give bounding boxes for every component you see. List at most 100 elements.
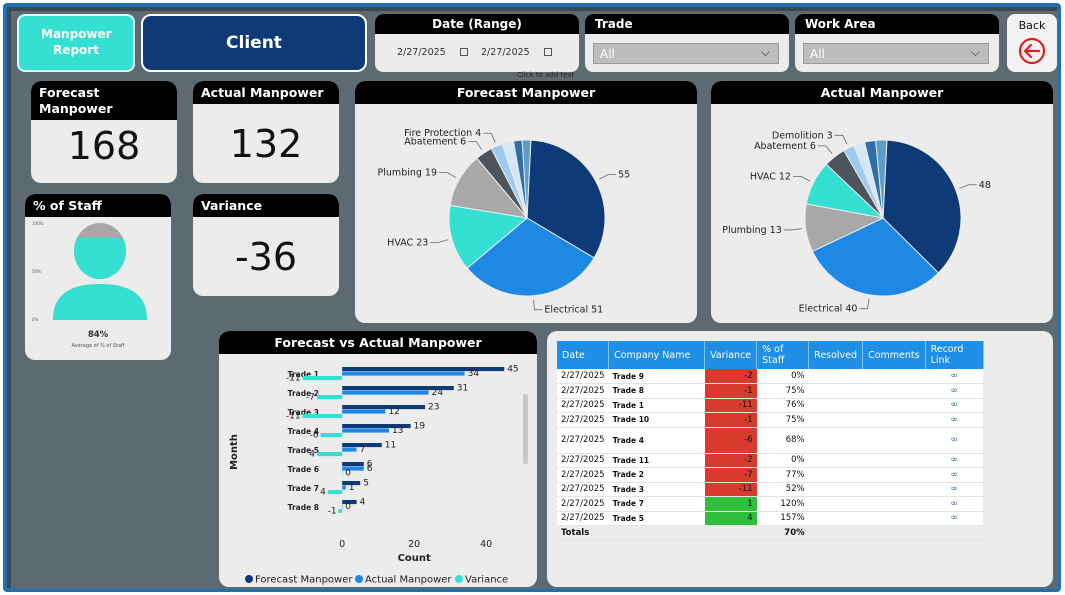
table-row[interactable]: 2/27/2025 Trade 10 -1 75% ∞ [557,412,984,428]
bar-variance[interactable] [342,471,343,476]
actual-leader-line [783,228,802,231]
bar-variance[interactable] [327,490,343,495]
bar-forecast-manpower[interactable] [342,367,505,372]
calendar-icon[interactable] [543,48,552,56]
cell-resolved [808,496,863,512]
link-icon[interactable]: ∞ [925,511,984,526]
actual-slice[interactable] [882,139,962,274]
forecast-vs-actual-card: Forecast vs Actual Manpower Trade 1 45 34-… [219,331,537,587]
cell-date: 2/27/2025 [557,453,609,468]
bar-actual-manpower[interactable] [342,409,386,414]
forecast-slice-label: 55 [618,170,630,181]
client-button[interactable]: Client [141,14,367,72]
bar-value-label: 6 [367,464,373,474]
link-icon[interactable]: ∞ [925,369,984,384]
forecast-slice[interactable] [466,217,595,297]
bar-variance[interactable] [317,452,343,457]
table-row[interactable]: 2/27/2025 Trade 9 -2 0% ∞ [557,369,984,384]
manpower-report-button[interactable]: Manpower Report [17,14,135,72]
link-icon[interactable]: ∞ [925,482,984,497]
cell-date: 2/27/2025 [557,467,609,483]
forecast-slice[interactable] [448,204,529,269]
bar-actual-manpower[interactable] [342,371,465,376]
column-header[interactable]: Company Name [608,341,706,369]
bar-actual-manpower[interactable] [342,504,343,509]
actual-slice[interactable] [811,217,940,297]
cell-staff: 120% [756,496,809,512]
bar-category-label: Trade 2 [288,389,319,398]
cell-company: Trade 7 [608,496,705,512]
column-header[interactable]: Resolved [808,341,864,369]
work-area-dropdown[interactable]: All ⌵ [803,43,989,64]
table-row[interactable]: 2/27/2025 Trade 11 -2 0% ∞ [557,453,984,468]
bar-variance[interactable] [320,433,343,438]
date-range-slicer: Date (Range) 2/27/2025 2/27/2025 [375,14,579,72]
bar-value-label: 4 [320,488,326,498]
date-end-field[interactable]: 2/27/2025 [481,47,552,58]
table-row[interactable]: 2/27/2025 Trade 7 1 120% ∞ [557,496,984,512]
cell-company: Trade 2 [608,467,705,483]
cell-resolved [808,427,863,454]
forecast-slice[interactable] [521,139,532,219]
bar-forecast-manpower[interactable] [342,500,357,505]
actual-slice-label: HVAC 12 [750,171,791,182]
link-icon[interactable]: ∞ [925,467,984,483]
forecast-manpower-card: Forecast Manpower 168 [31,81,177,183]
column-header[interactable]: Variance [704,341,758,369]
table-row[interactable]: 2/27/2025 Trade 8 -1 75% ∞ [557,383,984,399]
bar-forecast-manpower[interactable] [342,386,454,391]
link-icon[interactable]: ∞ [925,383,984,399]
link-icon[interactable]: ∞ [925,453,984,468]
date-range-title: Date (Range) [375,14,579,34]
bar-variance[interactable] [338,509,343,514]
bar-forecast-manpower[interactable] [342,424,411,429]
bar-value-label: -6 [310,431,319,441]
chart-scrollbar[interactable] [523,394,528,464]
forecast-pie-card: Forecast Manpower 55 Electrical 51 HVAC 23… [355,81,697,323]
bar-actual-manpower[interactable] [342,485,346,490]
forecast-slice[interactable] [526,139,606,259]
link-icon[interactable]: ∞ [925,412,984,428]
staff-tick-bottom: 0% [32,317,39,322]
table-row[interactable]: 2/27/2025 Trade 3 -11 52% ∞ [557,482,984,497]
bar-variance[interactable] [317,395,343,400]
column-header[interactable]: % of Staff [756,341,810,369]
bar-variance[interactable] [302,414,343,419]
legend-marker [455,575,463,583]
bar-forecast-manpower[interactable] [342,405,425,410]
bar-forecast-manpower[interactable] [342,462,364,467]
date-end-value: 2/27/2025 [481,47,530,58]
actual-pie-chart: 48 Electrical 40 Plumbing 13 HVAC 12 Abateme… [722,130,991,314]
cell-comments [862,453,926,468]
client-label: Client [226,33,282,53]
column-header[interactable]: Comments [862,341,926,369]
actual-manpower-value: 132 [229,122,303,166]
bar-forecast-manpower[interactable] [342,443,382,448]
table-row[interactable]: 2/27/2025 Trade 1 -11 76% ∞ [557,398,984,413]
table-row[interactable]: 2/27/2025 Trade 5 4 157% ∞ [557,511,984,526]
trade-dropdown[interactable]: All ⌵ [593,43,779,64]
table-row[interactable]: 2/27/2025 Trade 4 -6 68% ∞ [557,427,984,454]
bar-actual-manpower[interactable] [342,466,364,471]
table-row[interactable]: 2/27/2025 Trade 2 -7 77% ∞ [557,467,984,483]
link-icon[interactable]: ∞ [925,398,984,413]
bar-forecast-manpower[interactable] [342,481,361,486]
chevron-down-icon: ⌵ [760,45,770,59]
cell-company: Trade 9 [608,369,705,384]
actual-leader-line [817,145,833,154]
actual-slice[interactable] [875,139,888,219]
date-start-field[interactable]: 2/27/2025 [397,47,468,58]
column-header[interactable]: Record Link [925,341,984,369]
bar-actual-manpower[interactable] [342,447,357,452]
calendar-icon[interactable] [459,48,468,56]
bar-variance[interactable] [302,376,343,381]
bar-actual-manpower[interactable] [342,390,429,395]
bar-actual-manpower[interactable] [342,428,389,433]
bar-value-label: 12 [388,407,399,417]
back-button[interactable]: Back [1007,14,1057,72]
link-icon[interactable]: ∞ [925,496,984,512]
link-icon[interactable]: ∞ [925,427,984,454]
column-header[interactable]: Date [557,341,610,369]
cell-staff: 75% [756,383,809,399]
actual-manpower-card: Actual Manpower 132 [193,81,339,183]
